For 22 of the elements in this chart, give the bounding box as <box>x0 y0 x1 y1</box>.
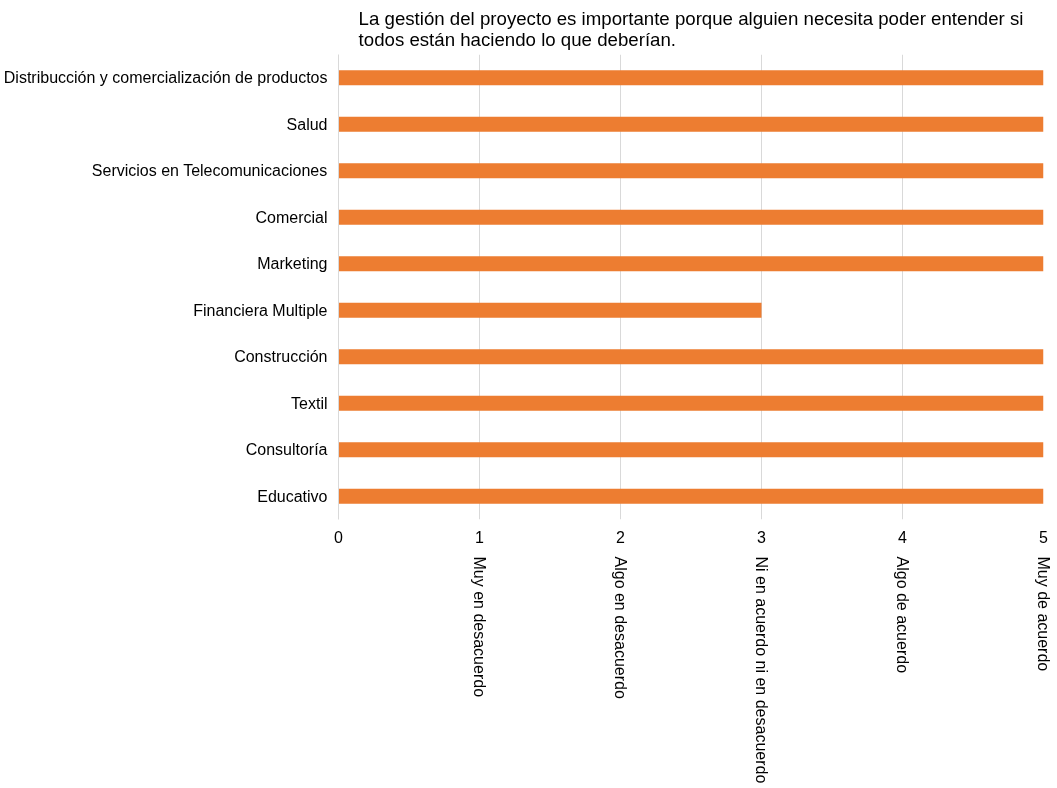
y-tick-label: Servicios en Telecomunicaciones <box>91 162 328 180</box>
text: Algo en desacuerdo <box>612 556 629 699</box>
y-tick-label: Comercial <box>255 208 328 226</box>
y-tick-label: Educativo <box>257 487 328 505</box>
x-tick-label: 2 <box>616 528 626 546</box>
y-tick-label: Salud <box>286 115 328 133</box>
y-tick-label: Distribucción y comercialización de productos <box>3 69 328 87</box>
x-tick-label: 0 <box>334 528 344 546</box>
x-tick-label: 3 <box>757 528 767 546</box>
text: Ni en acuerdo ni en desacuerdo <box>753 556 770 784</box>
x-tick-label: 4 <box>898 528 908 546</box>
y-tick-label: Marketing <box>257 255 328 273</box>
text: Muy de acuerdo <box>1035 556 1052 672</box>
y-tick-label: Consultoría <box>245 441 328 459</box>
y-tick-label: Textil <box>291 394 328 412</box>
y-tick-label: Financiera Multiple <box>193 301 328 319</box>
x-tick-label: 5 <box>1039 528 1049 546</box>
text: Algo de acuerdo <box>894 556 911 674</box>
y-tick-label: Construcción <box>234 348 328 366</box>
chart-title: La gestión del proyecto es importante porque alguien necesita poder entender si todos están haciendo lo que deberían. <box>358 7 1024 50</box>
x-tick-label: 1 <box>475 528 485 546</box>
text: Muy en desacuerdo <box>471 556 488 698</box>
